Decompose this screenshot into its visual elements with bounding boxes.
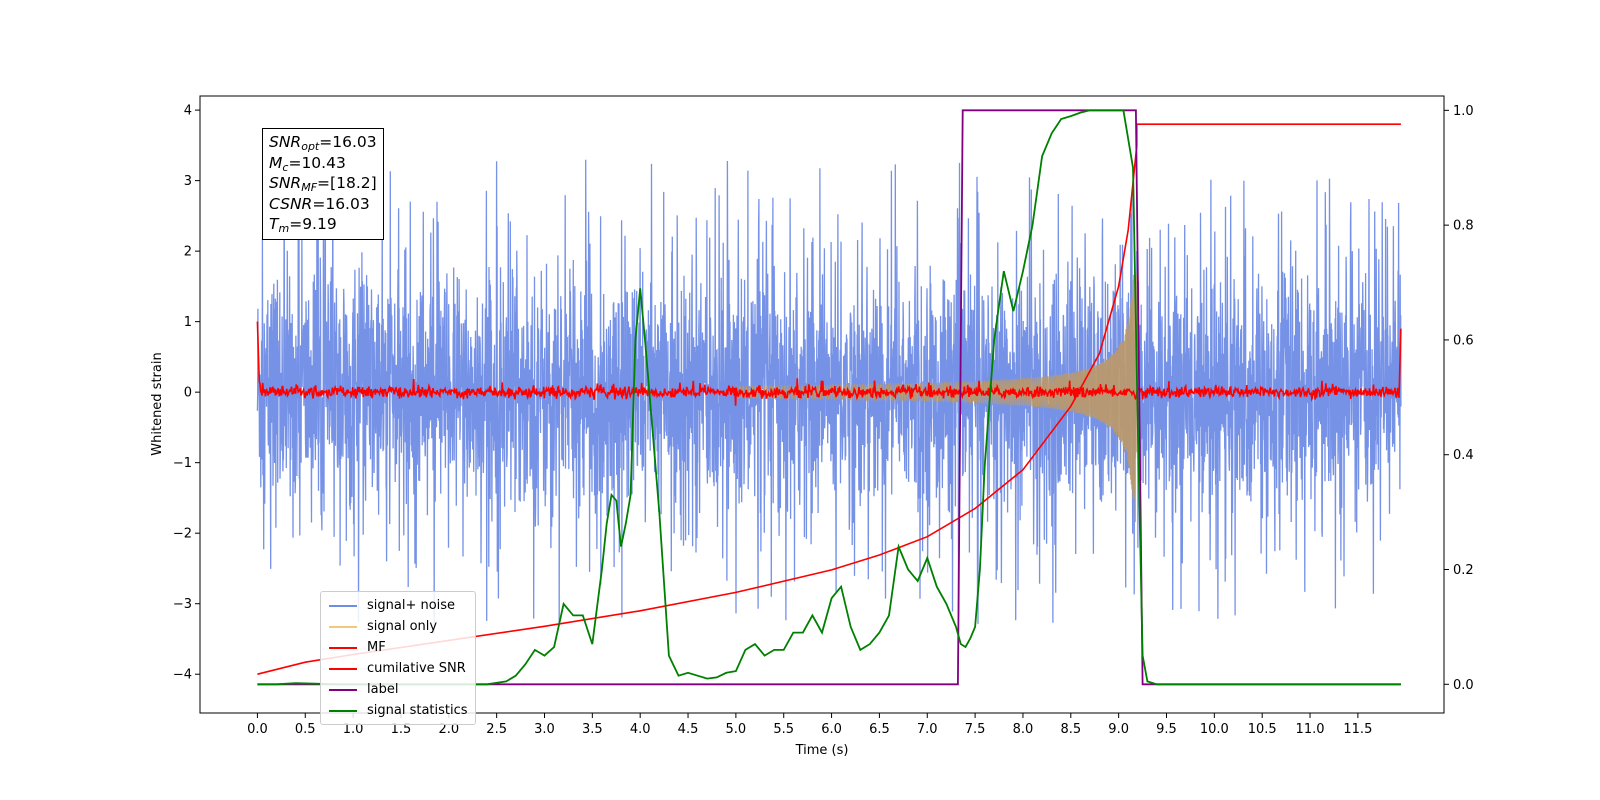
x-tick-label: 7.5 <box>965 722 986 737</box>
x-tick-label: 4.0 <box>630 722 651 737</box>
x-tick-label: 6.5 <box>869 722 890 737</box>
legend-label: signal only <box>367 619 438 634</box>
x-tick-label: 3.0 <box>534 722 555 737</box>
legend: signal+ noise signal only MF cumilative … <box>320 591 476 725</box>
legend-label: label <box>367 682 399 697</box>
y-tick-label: 0 <box>184 386 192 401</box>
x-tick-label: 2.0 <box>438 722 459 737</box>
mc-line: Mc=10.43 <box>269 153 346 174</box>
legend-item-label: label <box>321 679 475 700</box>
y-tick-label: −4 <box>173 668 192 683</box>
legend-swatch <box>329 667 357 670</box>
legend-item-signal-statistics: signal statistics <box>321 700 475 721</box>
csnr-value: 16.03 <box>325 194 370 213</box>
x-tick-label: 10.0 <box>1200 722 1229 737</box>
y2-tick-label: 0.4 <box>1453 448 1474 463</box>
legend-swatch <box>329 646 357 649</box>
x-tick-label: 7.0 <box>917 722 938 737</box>
legend-swatch <box>329 688 357 691</box>
x-tick-label: 9.5 <box>1156 722 1177 737</box>
legend-label: cumilative SNR <box>367 661 466 676</box>
legend-item-signal-noise: signal+ noise <box>321 595 475 616</box>
y2-tick-label: 0.8 <box>1453 219 1474 234</box>
legend-item-mf: MF <box>321 637 475 658</box>
legend-swatch <box>329 625 357 628</box>
snr-opt-value: 16.03 <box>332 133 377 151</box>
x-tick-label: 8.5 <box>1060 722 1081 737</box>
y2-tick-label: 1.0 <box>1453 104 1474 119</box>
legend-swatch <box>329 709 357 712</box>
y-tick-label: 2 <box>184 245 192 260</box>
x-tick-label: 11.0 <box>1296 722 1325 737</box>
legend-label: signal+ noise <box>367 598 456 613</box>
snr-mf-value: [18.2] <box>330 174 377 192</box>
legend-swatch <box>329 604 357 607</box>
x-tick-label: 5.5 <box>773 722 794 737</box>
stats-annotation-box: SNRopt=16.03 Mc=10.43 SNRMF=[18.2] CSNR=… <box>262 128 384 240</box>
y-tick-label: −2 <box>173 527 192 542</box>
legend-label: signal statistics <box>367 703 468 718</box>
y2-tick-label: 0.0 <box>1453 678 1474 693</box>
legend-item-signal-only: signal only <box>321 616 475 637</box>
mc-value: 10.43 <box>301 153 346 172</box>
x-tick-label: 9.0 <box>1108 722 1129 737</box>
snr-opt-line: SNRopt=16.03 <box>269 133 377 153</box>
x-tick-label: 8.0 <box>1013 722 1034 737</box>
series-signal-noise-line <box>256 159 1402 634</box>
y-tick-label: 1 <box>184 315 192 330</box>
x-tick-label: 2.5 <box>486 722 507 737</box>
x-tick-label: 0.0 <box>247 722 268 737</box>
y-tick-label: 4 <box>184 104 192 119</box>
x-axis-label: Time (s) <box>795 743 849 758</box>
axis-layer: 0.0 0.5 1.0 1.5 2.0 2.5 3.0 3.5 4.0 4.5 5.0 5.5 6.0 6… <box>173 104 1474 737</box>
series-signal-statistics-line <box>257 109 1401 686</box>
x-tick-label: 1.5 <box>391 722 412 737</box>
x-tick-label: 1.0 <box>343 722 364 737</box>
series-mf-line <box>256 321 1402 406</box>
x-tick-label: 5.0 <box>726 722 747 737</box>
legend-label: MF <box>367 640 386 655</box>
x-tick-label: 10.5 <box>1248 722 1277 737</box>
y-axis-label: Whitened strain <box>150 352 165 455</box>
legend-item-cumulative-snr: cumilative SNR <box>321 658 475 679</box>
x-tick-label: 4.5 <box>678 722 699 737</box>
y-tick-label: −3 <box>173 597 192 612</box>
y-tick-label: 3 <box>184 174 192 189</box>
y2-tick-label: 0.2 <box>1453 563 1474 578</box>
tm-line: Tm=9.19 <box>269 215 337 235</box>
y-tick-label: −1 <box>173 456 192 471</box>
x-tick-label: 3.5 <box>582 722 603 737</box>
csnr-line: CSNR=16.03 <box>269 194 370 213</box>
snr-mf-line: SNRMF=[18.2] <box>269 174 377 194</box>
plot-frame <box>199 95 1445 714</box>
y2-tick-label: 0.6 <box>1453 333 1474 348</box>
x-tick-label: 11.5 <box>1343 722 1372 737</box>
tm-value: 9.19 <box>302 215 337 233</box>
x-tick-label: 6.0 <box>821 722 842 737</box>
x-tick-label: 0.5 <box>295 722 316 737</box>
